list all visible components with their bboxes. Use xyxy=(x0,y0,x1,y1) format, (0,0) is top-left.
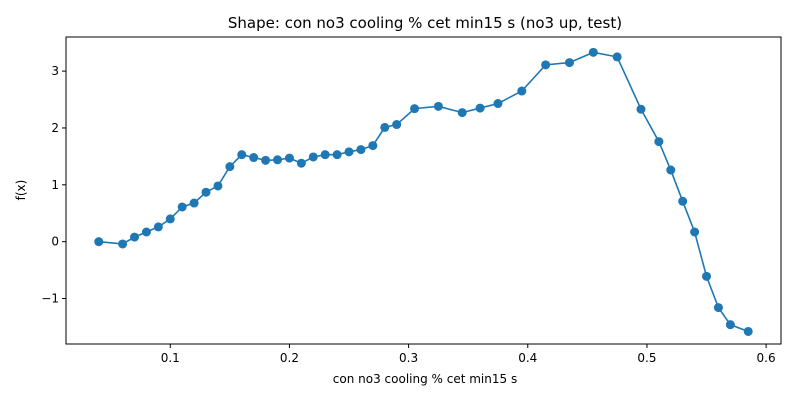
data-point xyxy=(541,60,551,70)
x-axis-label: con no3 cooling % cet min15 s xyxy=(333,372,517,386)
chart-title: Shape: con no3 cooling % cet min15 s (no… xyxy=(228,14,622,32)
data-point xyxy=(564,58,574,68)
data-point xyxy=(332,150,342,160)
y-tick-label: 3 xyxy=(51,64,59,78)
data-point xyxy=(273,155,283,165)
x-tick-label: 0.1 xyxy=(161,351,180,365)
data-point xyxy=(725,320,735,330)
x-axis: 0.1 0.2 0.3 0.4 0.5 0.6 xyxy=(161,344,776,365)
data-point xyxy=(380,122,390,132)
data-point xyxy=(141,227,151,237)
data-point xyxy=(296,158,306,168)
data-point xyxy=(118,239,128,249)
data-point xyxy=(743,326,753,336)
y-tick-label: 2 xyxy=(51,121,59,135)
data-point xyxy=(368,141,378,151)
data-point xyxy=(457,108,467,118)
data-point xyxy=(261,155,271,165)
data-point xyxy=(213,181,223,191)
y-axis-label: f(x) xyxy=(14,180,28,201)
x-tick-label: 0.4 xyxy=(518,351,537,365)
x-tick-label: 0.6 xyxy=(757,351,776,365)
data-point xyxy=(517,86,527,96)
data-point xyxy=(713,303,723,313)
data-point xyxy=(165,214,175,224)
x-tick-label: 0.5 xyxy=(637,351,656,365)
data-point xyxy=(201,187,211,197)
data-point xyxy=(237,150,247,160)
data-point xyxy=(654,137,664,147)
data-point xyxy=(284,153,294,163)
data-point xyxy=(344,147,354,157)
y-tick-label: 1 xyxy=(51,178,59,192)
y-tick-label: 0 xyxy=(51,235,59,249)
y-axis: −1 0 1 2 3 xyxy=(41,64,66,306)
data-point xyxy=(177,202,187,212)
data-point xyxy=(690,227,700,237)
data-point xyxy=(612,52,622,62)
data-point xyxy=(94,237,104,247)
data-point xyxy=(225,162,235,172)
x-tick-label: 0.3 xyxy=(399,351,418,365)
data-point xyxy=(678,196,688,206)
data-point xyxy=(392,120,402,130)
x-tick-label: 0.2 xyxy=(280,351,299,365)
data-point xyxy=(130,232,140,242)
plot-frame xyxy=(65,36,782,345)
data-point xyxy=(410,104,420,114)
y-tick-label: −1 xyxy=(41,292,59,306)
data-point xyxy=(356,145,366,155)
series-line xyxy=(98,51,749,333)
data-point xyxy=(320,150,330,160)
data-point xyxy=(475,103,485,113)
data-point xyxy=(666,165,676,175)
data-point xyxy=(433,101,443,111)
data-point xyxy=(189,198,199,208)
data-point xyxy=(588,47,598,57)
data-point xyxy=(153,222,163,232)
data-point xyxy=(493,99,503,109)
plot-area xyxy=(65,36,782,345)
data-point xyxy=(702,271,712,281)
data-point xyxy=(308,152,318,162)
data-point xyxy=(249,153,259,163)
data-point xyxy=(636,104,646,114)
